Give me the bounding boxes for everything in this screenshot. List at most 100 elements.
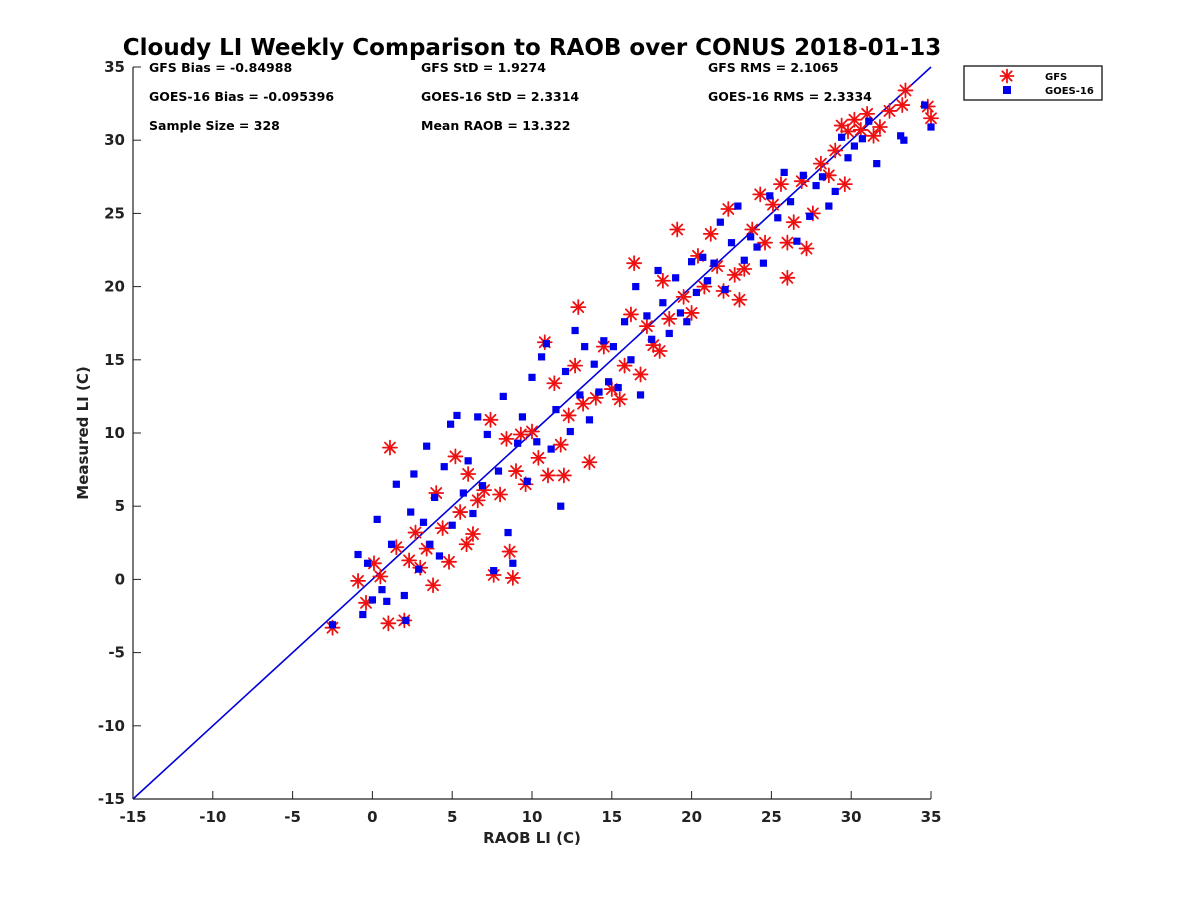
gfs-point <box>779 269 796 286</box>
gfs-point <box>846 111 863 128</box>
gfs-point <box>675 288 692 305</box>
goes16-point <box>716 218 724 226</box>
goes16-point <box>448 521 456 529</box>
gfs-point <box>575 395 591 412</box>
gfs-point <box>683 305 700 321</box>
goes16-point <box>431 493 439 502</box>
goes16-point <box>566 427 574 436</box>
goes16-point <box>478 482 487 490</box>
y-tick-label: 25 <box>104 204 125 222</box>
y-tick-label: -5 <box>108 644 125 662</box>
goes16-point <box>328 621 337 629</box>
goes16-point <box>921 101 929 109</box>
goes16-point <box>383 597 391 605</box>
goes16-point <box>392 480 400 488</box>
x-tick-label: 15 <box>601 808 622 826</box>
gfs-point <box>639 318 655 335</box>
gfs-point <box>382 439 398 456</box>
goes-16-series <box>328 101 935 629</box>
gfs-point <box>833 117 850 134</box>
legend: GFS GOES-16 <box>963 65 1103 101</box>
legend-label: GOES-16 <box>1045 86 1094 97</box>
x-tick-label: 0 <box>367 808 377 826</box>
x-tick-label: 5 <box>447 808 457 826</box>
gfs-point <box>865 127 882 144</box>
goes16-point <box>571 326 579 335</box>
goes16-point <box>415 565 423 573</box>
stats-block: GFS Bias = -0.84988 GFS StD = 1.9274 GFS R… <box>149 60 872 133</box>
goes16-point <box>825 202 833 210</box>
goes16-point <box>858 135 866 143</box>
gfs-point <box>452 504 469 520</box>
gfs-point <box>372 568 389 585</box>
gfs-point <box>623 306 639 323</box>
gfs-point <box>556 467 572 484</box>
gfs-point <box>812 155 829 172</box>
goes16-point <box>818 173 827 181</box>
goes16-point <box>753 243 761 251</box>
goes16-point <box>581 343 589 351</box>
gfs-point <box>773 176 789 193</box>
gfs-point <box>512 426 529 443</box>
goes16-point <box>620 318 629 326</box>
gfs-point <box>508 463 524 479</box>
gfs-point <box>611 391 628 408</box>
goes16-point <box>844 154 852 162</box>
goes16-point <box>453 411 461 420</box>
gfs-point <box>380 615 397 632</box>
y-tick-label: 15 <box>104 351 125 369</box>
goes16-point <box>672 274 680 282</box>
gfs-point <box>552 436 569 453</box>
gfs-point <box>836 176 853 193</box>
goes16-point <box>537 353 546 361</box>
gfs-point <box>434 520 451 537</box>
goes16-point <box>400 591 408 600</box>
goes16-point <box>636 391 645 399</box>
goes16-point <box>576 391 584 399</box>
gfs-point <box>350 572 366 589</box>
gfs-point <box>546 375 563 392</box>
goes16-point <box>368 596 376 604</box>
goes16-point <box>387 540 396 548</box>
goes16-point <box>786 198 795 206</box>
goes16-point <box>927 123 935 131</box>
goes16-point <box>627 356 635 364</box>
goes16-point <box>865 117 873 125</box>
x-tick-label: 25 <box>761 808 782 826</box>
goes16-point <box>378 586 386 594</box>
goes16-point <box>533 438 541 446</box>
goes16-point <box>490 567 498 575</box>
x-tick-label: 35 <box>921 808 942 826</box>
gfs-point <box>498 430 515 447</box>
goes16-point <box>850 142 858 150</box>
y-tick-label: 10 <box>104 424 125 442</box>
stat-text: GOES-16 StD = 2.3314 <box>421 89 579 104</box>
y-tick-label: 20 <box>104 278 125 296</box>
goes16-point <box>410 470 418 478</box>
goes16-point <box>659 299 667 307</box>
legend-label: GFS <box>1045 72 1067 83</box>
goes16-point <box>793 237 801 245</box>
goes16-point <box>459 489 467 497</box>
goes16-point <box>721 285 729 294</box>
x-tick-label: -10 <box>199 808 226 826</box>
stat-text: GFS StD = 1.9274 <box>421 60 546 75</box>
stat-text: Sample Size = 328 <box>149 118 280 133</box>
gfs-point <box>827 142 844 159</box>
gfs-point <box>894 97 911 113</box>
gfs-point <box>465 526 481 542</box>
stat-text: GOES-16 Bias = -0.095396 <box>149 89 334 104</box>
gfs-point <box>401 552 418 569</box>
x-tick-label: 10 <box>522 808 543 826</box>
y-tick-label: -15 <box>98 790 125 808</box>
y-tick-label: 35 <box>104 58 125 76</box>
goes16-point <box>759 259 768 267</box>
x-tick-label: -15 <box>119 808 146 826</box>
gfs-point <box>632 366 649 383</box>
goes16-point <box>419 518 428 526</box>
goes16-point <box>585 416 594 424</box>
y-tick-label: 30 <box>104 131 125 149</box>
goes16-point <box>518 413 527 421</box>
gfs-point <box>560 407 577 424</box>
